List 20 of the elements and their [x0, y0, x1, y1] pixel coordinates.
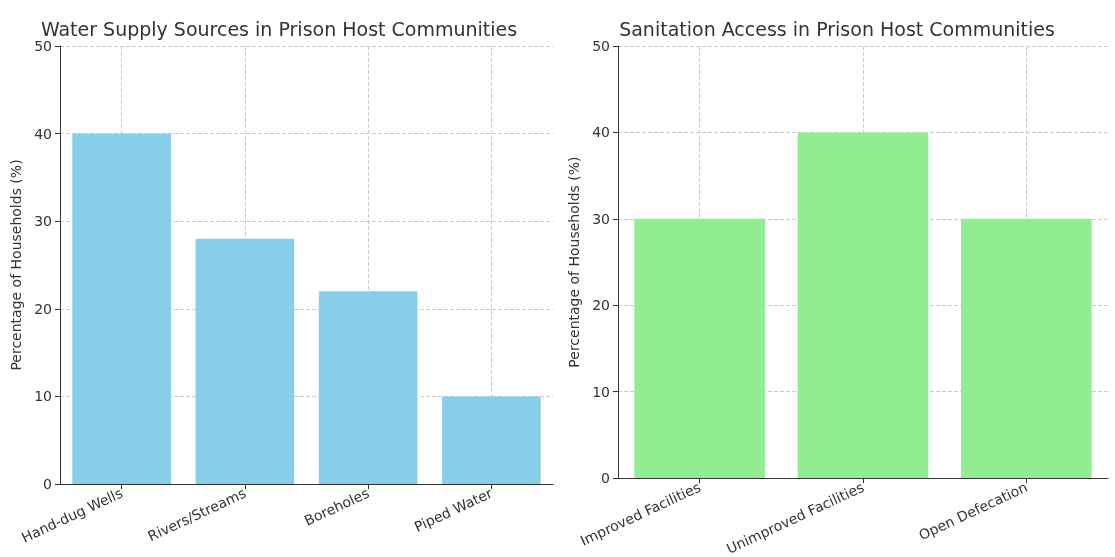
y-tick-label: 0: [43, 476, 52, 492]
y-tick-label: 40: [591, 124, 610, 141]
chart-title: Water Supply Sources in Prison Host Communities: [40, 17, 518, 40]
y-axis-title: Percentage of Households (%): [8, 159, 25, 371]
y-tick-label: 10: [591, 383, 610, 400]
y-axis-title: Percentage of Households (%): [565, 156, 582, 368]
y-tick-label: 30: [591, 210, 610, 227]
y-tick-label: 0: [600, 470, 610, 487]
bar: [318, 291, 418, 484]
y-tick-label: 10: [34, 388, 52, 405]
chart-title: Sanitation Access in Prison Host Communities: [618, 17, 1055, 40]
bar: [72, 133, 171, 484]
y-tick-label: 20: [591, 297, 610, 314]
y-tick-label: 40: [34, 125, 52, 142]
bar: [442, 396, 541, 484]
y-tick-label: 50: [34, 38, 52, 54]
y-tick-label: 30: [34, 213, 52, 230]
y-tick-label: 20: [34, 300, 52, 317]
bar: [195, 238, 295, 484]
y-tick-label: 50: [591, 38, 610, 54]
